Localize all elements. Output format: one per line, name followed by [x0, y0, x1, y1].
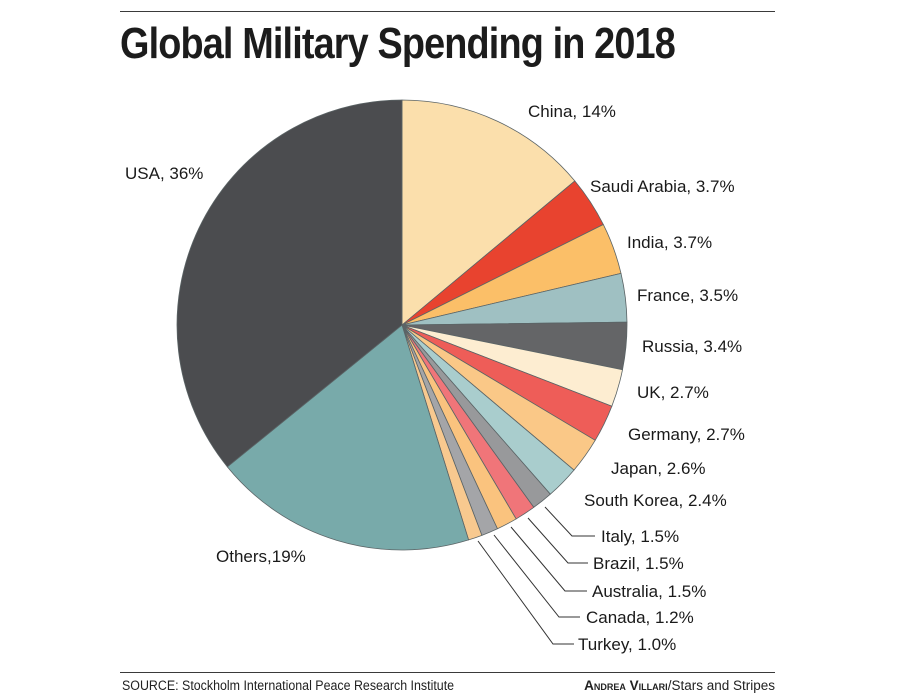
slice-label-russia: Russia, 3.4%: [642, 337, 742, 356]
slice-label-usa: USA, 36%: [125, 164, 203, 183]
slice-label-italy: Italy, 1.5%: [601, 527, 679, 546]
slice-label-germany: Germany, 2.7%: [628, 425, 745, 444]
credit-name: Andrea Villari: [584, 678, 668, 693]
slice-label-brazil: Brazil, 1.5%: [593, 554, 684, 573]
slice-label-others: Others,19%: [216, 547, 306, 566]
slice-label-japan: Japan, 2.6%: [611, 459, 706, 478]
leader-lines: [477, 506, 595, 645]
leader-line-turkey: [477, 540, 574, 645]
slice-label-turkey: Turkey, 1.0%: [578, 635, 676, 654]
leader-line-canada: [493, 534, 580, 618]
pie-slice-china: [401, 99, 576, 326]
leader-line-australia: [510, 526, 587, 592]
pie-slice-others: [226, 324, 469, 551]
source-note: SOURCE: Stockholm International Peace Re…: [122, 678, 455, 693]
slice-label-south-korea: South Korea, 2.4%: [584, 491, 727, 510]
slice-label-australia: Australia, 1.5%: [592, 582, 706, 601]
slice-label-uk: UK, 2.7%: [637, 383, 709, 402]
top-rule: [120, 11, 775, 12]
chart-title: Global Military Spending in 2018: [120, 19, 676, 68]
slice-label-china: China, 14%: [528, 102, 616, 121]
leader-line-brazil: [527, 517, 588, 564]
pie-slices: [176, 99, 628, 551]
slice-label-france: France, 3.5%: [637, 286, 738, 305]
credit-org: /Stars and Stripes: [667, 678, 775, 693]
slice-label-saudi-arabia: Saudi Arabia, 3.7%: [590, 177, 735, 196]
slice-labels: China, 14% Saudi Arabia, 3.7% India, 3.7% F…: [125, 102, 745, 654]
slice-label-india: India, 3.7%: [627, 233, 712, 252]
pie-slice-usa: [176, 99, 403, 468]
leader-line-italy: [544, 506, 595, 537]
slice-label-canada: Canada, 1.2%: [586, 608, 694, 627]
credit: Andrea Villari/Stars and Stripes: [584, 677, 775, 695]
bottom-rule: [120, 672, 775, 673]
